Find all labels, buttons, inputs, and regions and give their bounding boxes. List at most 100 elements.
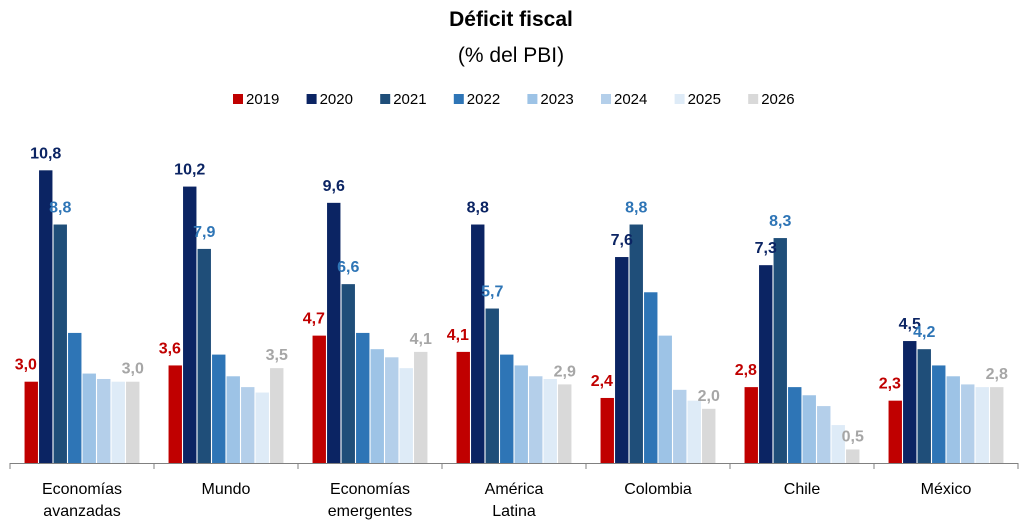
bar-2026-5 <box>846 449 860 463</box>
data-label-2019-0: 3,0 <box>15 357 37 374</box>
data-label-2020-2: 9,6 <box>323 178 345 195</box>
bar-2026-6 <box>990 387 1004 463</box>
bar-2026-1 <box>270 368 284 463</box>
data-label-2019-4: 2,4 <box>591 373 613 390</box>
legend-label-2024: 2024 <box>614 91 647 108</box>
data-label-2021-0: 8,8 <box>49 200 71 217</box>
legend-swatch-2022 <box>453 94 464 104</box>
data-label-2019-6: 2,3 <box>879 376 901 393</box>
data-label-2020-1: 10,2 <box>174 162 205 179</box>
data-label-2020-4: 7,6 <box>611 232 633 249</box>
bar-2023-3 <box>514 365 528 463</box>
data-label-2026-6: 2,8 <box>986 366 1008 383</box>
bar-2021-5 <box>773 238 787 463</box>
data-label-2021-6: 4,2 <box>913 324 935 341</box>
bar-2020-6 <box>903 341 917 463</box>
data-label-2020-3: 8,8 <box>467 200 489 217</box>
bar-2022-5 <box>788 387 802 463</box>
legend-label-2022: 2022 <box>467 91 500 108</box>
bar-2024-1 <box>241 387 255 463</box>
data-label-2026-4: 2,0 <box>698 388 720 405</box>
bar-2019-2 <box>312 335 326 463</box>
category-label-5-0: Chile <box>784 481 821 498</box>
legend-swatch-2019 <box>233 94 243 104</box>
category-label-0-0: Economías <box>42 481 122 498</box>
bar-2020-1 <box>183 186 197 463</box>
bar-2021-2 <box>341 284 355 463</box>
bar-2024-0 <box>97 378 111 463</box>
bar-2025-1 <box>255 392 269 463</box>
legend-label-2025: 2025 <box>688 91 721 108</box>
bar-2019-0 <box>24 381 38 463</box>
bar-2024-5 <box>817 406 831 463</box>
bar-2026-0 <box>126 381 140 463</box>
data-label-2020-5: 7,3 <box>755 240 777 257</box>
legend-swatch-2021 <box>380 94 391 104</box>
bar-2025-2 <box>399 368 413 463</box>
data-label-2026-1: 3,5 <box>266 347 288 364</box>
data-label-2026-5: 0,5 <box>842 428 864 445</box>
legend-swatch-2023 <box>527 94 538 104</box>
legend: 2019 2020 2021 2022 2023 2024 2025 2026 <box>233 91 795 108</box>
bar-2020-3 <box>471 224 485 463</box>
chart-title: Déficit fiscal <box>449 8 573 31</box>
bar-2022-2 <box>356 332 370 463</box>
category-label-0-1: avanzadas <box>43 503 120 520</box>
data-label-2026-2: 4,1 <box>410 331 432 348</box>
bar-2026-2 <box>414 351 428 463</box>
data-label-2026-3: 2,9 <box>554 363 576 380</box>
bar-2023-2 <box>370 349 384 463</box>
bar-2022-3 <box>500 354 514 463</box>
data-label-2020-6: 4,5 <box>899 316 921 333</box>
bar-2023-1 <box>226 376 240 463</box>
legend-label-2019: 2019 <box>246 91 279 108</box>
bar-2022-0 <box>68 332 82 463</box>
bars <box>24 170 1004 463</box>
bar-2019-1 <box>168 365 182 463</box>
bar-2025-4 <box>687 400 701 463</box>
data-label-2021-2: 6,6 <box>337 259 359 276</box>
legend-label-2020: 2020 <box>320 91 353 108</box>
bar-2025-0 <box>111 381 125 463</box>
legend-label-2021: 2021 <box>393 91 426 108</box>
bar-2023-0 <box>82 373 96 463</box>
bar-2024-6 <box>961 384 975 463</box>
x-axis <box>9 463 1019 469</box>
bar-2021-1 <box>197 248 211 463</box>
category-label-1-0: Mundo <box>202 481 251 498</box>
bar-2019-3 <box>456 351 470 463</box>
bar-2021-3 <box>485 308 499 463</box>
bar-2022-6 <box>932 365 946 463</box>
bar-2024-4 <box>673 389 687 463</box>
legend-label-2023: 2023 <box>540 91 573 108</box>
legend-swatch-2025 <box>674 94 685 104</box>
data-label-2019-3: 4,1 <box>447 327 469 344</box>
bar-2022-1 <box>212 354 226 463</box>
data-label-2021-1: 7,9 <box>193 224 215 241</box>
bar-2020-0 <box>39 170 53 463</box>
data-label-2021-5: 8,3 <box>769 213 791 230</box>
bar-2019-4 <box>600 397 614 463</box>
data-label-2021-3: 5,7 <box>481 284 503 301</box>
chart-subtitle: (% del PBI) <box>458 44 564 67</box>
data-label-2019-5: 2,8 <box>735 362 757 379</box>
category-label-6-0: México <box>921 481 972 498</box>
category-label-2-1: emergentes <box>328 503 413 520</box>
bar-2025-3 <box>543 378 557 463</box>
bar-2019-6 <box>888 400 902 463</box>
bar-2023-5 <box>802 395 816 463</box>
bar-2024-3 <box>529 376 543 463</box>
category-label-2-0: Economías <box>330 481 410 498</box>
legend-swatch-2024 <box>601 94 611 104</box>
category-labels: Economías avanzadas Mundo Economías emergent… <box>42 481 971 520</box>
legend-swatch-2026 <box>748 94 759 104</box>
bar-2024-2 <box>385 357 399 463</box>
bar-2019-5 <box>744 387 758 463</box>
bar-2026-4 <box>702 408 716 463</box>
legend-swatch-2020 <box>306 94 317 104</box>
bar-2022-4 <box>644 292 658 463</box>
bar-2023-4 <box>658 335 672 463</box>
data-label-2019-2: 4,7 <box>303 311 325 328</box>
data-labels: 3,0 10,8 8,8 3,0 3,6 10,2 7,9 3,5 4,7 9,6 6,6 4,1 4,… <box>15 145 1008 445</box>
